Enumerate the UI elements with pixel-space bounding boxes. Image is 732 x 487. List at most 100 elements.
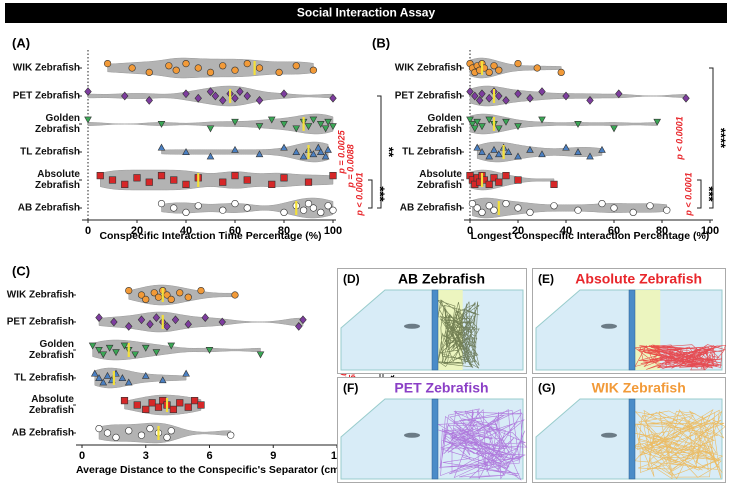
significance-stars: ***	[702, 186, 717, 202]
data-point	[103, 429, 112, 437]
data-point	[300, 206, 308, 214]
data-point	[112, 349, 120, 357]
data-point	[255, 150, 264, 158]
data-point	[574, 148, 582, 155]
y-category-label: WIK Zebrafish	[394, 62, 462, 74]
data-point	[88, 342, 97, 350]
violin	[87, 113, 334, 135]
data-point	[182, 89, 190, 99]
x-tick-label: 60	[608, 225, 620, 237]
data-point	[280, 208, 288, 216]
p-value: p = 0.0025	[336, 129, 346, 174]
data-point	[95, 313, 103, 322]
data-point	[95, 347, 103, 354]
data-point	[169, 405, 177, 414]
data-point	[478, 148, 486, 155]
fish	[601, 323, 617, 329]
data-point	[158, 376, 167, 384]
data-point	[485, 202, 493, 210]
data-point	[152, 349, 161, 357]
data-point	[99, 378, 108, 386]
data-point	[495, 66, 503, 74]
data-point	[231, 93, 239, 103]
y-category-label: WIK Zebrafish	[6, 289, 74, 301]
data-point	[309, 204, 318, 212]
data-point	[137, 431, 146, 439]
data-point	[309, 116, 318, 124]
data-point	[133, 401, 141, 409]
data-point	[478, 208, 486, 216]
data-point	[502, 200, 510, 208]
data-point	[84, 116, 92, 124]
data-point	[167, 342, 176, 350]
data-point	[653, 118, 662, 126]
data-point	[146, 319, 154, 329]
data-point	[163, 433, 171, 442]
separator	[628, 289, 636, 371]
p-value: p < 0.0001	[354, 172, 364, 216]
data-point	[182, 59, 190, 68]
figure-title: Social Interaction Assay	[297, 6, 436, 20]
data-point	[663, 206, 671, 214]
y-category-label: WIK Zebrafish	[12, 62, 80, 74]
data-point	[133, 174, 141, 182]
data-point	[309, 66, 318, 74]
data-point	[236, 87, 244, 96]
data-point	[526, 208, 534, 216]
data-point	[142, 295, 150, 304]
data-point	[485, 116, 494, 124]
panel-label: (A)	[12, 35, 30, 50]
data-point	[304, 178, 313, 186]
data-point	[205, 347, 214, 354]
x-tick-label: 6	[206, 450, 212, 462]
y-category-label: TL Zebrafish	[14, 372, 74, 384]
data-point	[145, 96, 153, 105]
panel-label: (G)	[538, 381, 555, 395]
data-point	[538, 150, 546, 158]
data-point	[182, 148, 190, 155]
data-point	[615, 89, 623, 99]
x-axis-label: Longest Conspecific Interaction Percenta…	[471, 230, 710, 242]
data-point	[256, 351, 265, 359]
x-axis-label: Conspecific Interaction Time Percentage …	[99, 230, 321, 242]
data-point	[110, 317, 118, 327]
x-tick-label: 60	[229, 225, 241, 237]
separator	[431, 398, 439, 480]
data-point	[146, 425, 154, 433]
data-point	[490, 174, 498, 182]
data-point	[152, 313, 161, 322]
data-point	[574, 121, 582, 128]
data-point	[142, 405, 150, 414]
y-category-label: PET Zebrafish	[12, 90, 80, 102]
panel-label: (B)	[372, 35, 390, 50]
data-point	[219, 96, 227, 105]
data-point	[316, 121, 325, 128]
x-tick-label: 0	[467, 225, 473, 237]
panel-label: (C)	[12, 263, 30, 278]
separator	[628, 398, 636, 480]
data-point	[90, 369, 99, 377]
data-point	[167, 427, 175, 435]
data-point	[137, 315, 146, 325]
data-point	[321, 152, 330, 160]
data-point	[121, 91, 129, 101]
data-point	[231, 118, 239, 126]
data-point	[218, 317, 226, 327]
p-value: p < 0.0001	[683, 172, 693, 216]
data-point	[682, 93, 690, 103]
fish	[601, 432, 617, 438]
data-point	[163, 322, 171, 331]
data-point	[197, 287, 205, 295]
data-point	[96, 172, 104, 180]
data-point	[103, 371, 112, 379]
data-point	[292, 125, 301, 133]
data-point	[485, 93, 493, 103]
panel-title: AB Zebrafish	[398, 271, 485, 287]
data-point	[176, 399, 184, 407]
panel-title: PET Zebrafish	[394, 380, 488, 396]
data-point	[150, 289, 158, 297]
data-point	[255, 123, 264, 131]
data-point	[148, 399, 156, 407]
data-point	[184, 319, 192, 329]
data-point	[538, 87, 546, 96]
